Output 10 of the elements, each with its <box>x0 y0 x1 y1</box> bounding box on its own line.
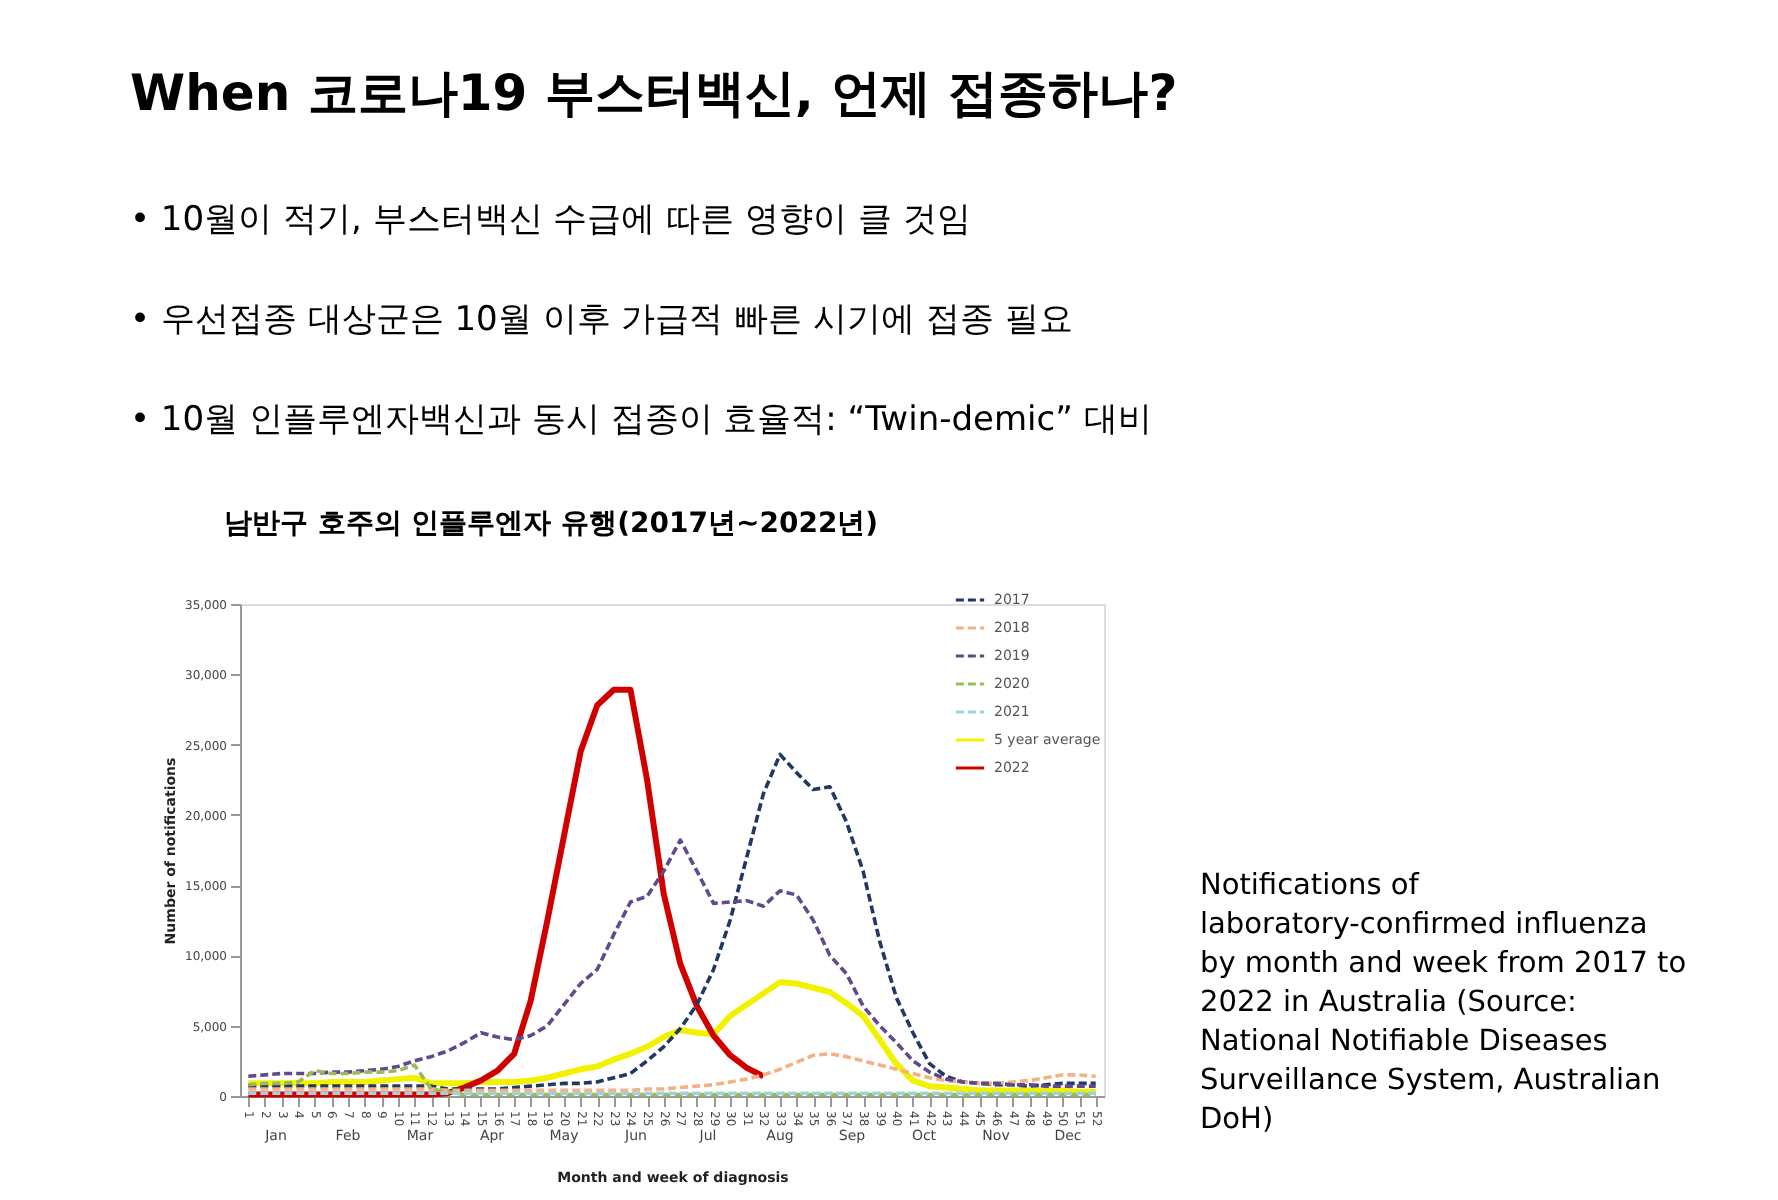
chart-subtitle: 남반구 호주의 인플루엔자 유행(2017년~2022년) <box>224 508 879 540</box>
chart-title: When 코로나19 부스터백신, 언제 접종하나? <box>130 64 1178 122</box>
text: • 10월 인플루엔자백신과 동시 접종이 효율적: “Twin-demic” 대비 <box>130 400 1152 440</box>
line-series <box>246 838 1098 1088</box>
line-series <box>246 1063 1098 1097</box>
line-series <box>246 752 1098 1091</box>
text: Notifications of laboratory-confirmed influenza by month and week from 2017 to 2022 in Australia (Source: National Notifiable Diseases Surveillance System, Australian DoH) <box>1200 870 1687 1136</box>
text: • 10월이 적기, 부스터백신 수급에 따른 영향이 클 것임 <box>130 200 971 240</box>
line-series <box>246 1052 1098 1093</box>
text: • 우선접종 대상군은 10월 이후 가급적 빠른 시기에 접종 필요 <box>130 300 1073 340</box>
